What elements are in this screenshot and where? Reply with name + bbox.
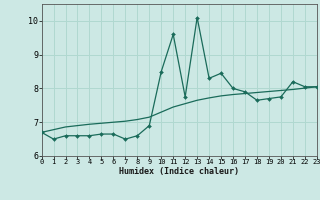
X-axis label: Humidex (Indice chaleur): Humidex (Indice chaleur)	[119, 167, 239, 176]
